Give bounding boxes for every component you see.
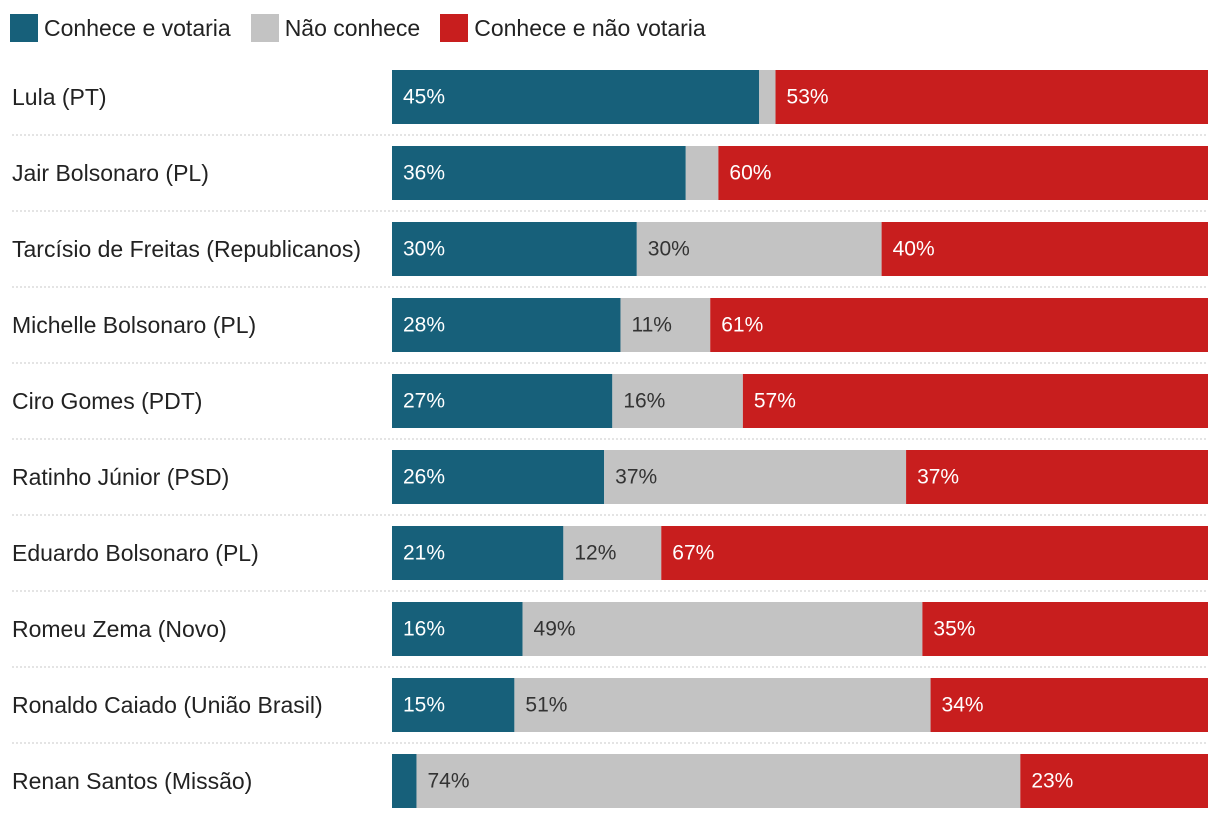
data-label-reject: 40% <box>893 238 935 261</box>
data-label-reject: 61% <box>721 314 763 337</box>
legend-swatch-vote <box>10 14 38 42</box>
bar-segment-reject <box>922 602 1208 656</box>
data-label-vote: 27% <box>403 390 445 413</box>
bar-segment-unknown <box>563 526 662 580</box>
bar-segment-unknown <box>416 754 1021 808</box>
row-label: Ronaldo Caiado (União Brasil) <box>12 692 323 718</box>
data-label-reject: 57% <box>754 390 796 413</box>
bar-segment-reject <box>718 146 1208 200</box>
bar-segment-reject <box>775 70 1208 124</box>
bar-segment-reject <box>661 526 1208 580</box>
data-label-reject: 67% <box>672 542 714 565</box>
data-label-unknown: 16% <box>623 390 665 413</box>
bar-segment-vote <box>392 450 605 504</box>
data-label-unknown: 37% <box>615 466 657 489</box>
bar-segment-unknown <box>685 146 719 200</box>
bar-segment-vote <box>392 70 760 124</box>
bar-segment-unknown <box>612 374 743 428</box>
data-label-vote: 45% <box>403 86 445 109</box>
data-label-vote: 36% <box>403 162 445 185</box>
data-label-vote: 30% <box>403 238 445 261</box>
row-label: Renan Santos (Missão) <box>12 768 252 794</box>
bar-segment-unknown <box>759 70 776 124</box>
legend-label-unknown: Não conhece <box>284 14 421 41</box>
data-label-reject: 23% <box>1031 770 1073 793</box>
data-label-unknown: 49% <box>534 618 576 641</box>
data-label-vote: 21% <box>403 542 445 565</box>
data-label-reject: 37% <box>917 466 959 489</box>
row-label: Jair Bolsonaro (PL) <box>12 160 209 186</box>
chart-legend: Conhece e votaria Não conhece Conhece e … <box>10 12 726 44</box>
bar-segment-reject <box>930 678 1208 732</box>
data-label-reject: 60% <box>729 162 771 185</box>
data-label-vote: 16% <box>403 618 445 641</box>
row-label: Ratinho Júnior (PSD) <box>12 464 229 490</box>
legend-swatch-unknown <box>250 14 279 42</box>
bar-segment-reject <box>881 222 1208 276</box>
row-label: Tarcísio de Freitas (Republicanos) <box>12 236 361 262</box>
row-label: Eduardo Bolsonaro (PL) <box>12 540 259 566</box>
data-label-unknown: 51% <box>525 694 567 717</box>
bar-segment-vote <box>392 222 637 276</box>
data-label-unknown: 12% <box>574 542 616 565</box>
bar-segment-reject <box>742 374 1208 428</box>
bar-segment-reject <box>906 450 1208 504</box>
bar-segment-vote <box>392 298 621 352</box>
bar-segment-vote <box>392 374 613 428</box>
row-label: Ciro Gomes (PDT) <box>12 388 202 414</box>
data-label-reject: 35% <box>933 618 975 641</box>
row-label: Lula (PT) <box>12 84 107 110</box>
data-label-unknown: 74% <box>427 770 469 793</box>
bar-segment-unknown <box>604 450 907 504</box>
bar-segment-unknown <box>522 602 923 656</box>
bar-segment-vote <box>392 146 686 200</box>
legend-item-unknown: Não conhece <box>250 14 421 42</box>
legend-label-vote: Conhece e votaria <box>44 14 231 41</box>
data-label-unknown: 11% <box>631 314 671 337</box>
bar-segment-reject <box>1020 754 1208 808</box>
data-label-vote: 28% <box>403 314 445 337</box>
data-label-vote: 26% <box>403 466 445 489</box>
bar-segment-vote <box>392 678 515 732</box>
data-label-unknown: 30% <box>648 238 690 261</box>
bar-segment-vote <box>392 602 523 656</box>
legend-label-reject: Conhece e não votaria <box>474 14 706 41</box>
legend-item-vote: Conhece e votaria <box>10 14 231 42</box>
bar-segment-vote <box>392 754 417 808</box>
data-label-reject: 53% <box>787 86 829 109</box>
row-label: Michelle Bolsonaro (PL) <box>12 312 256 338</box>
data-label-reject: 34% <box>942 694 984 717</box>
legend-item-reject: Conhece e não votaria <box>440 14 706 42</box>
row-label: Romeu Zema (Novo) <box>12 616 227 642</box>
legend-swatch-reject <box>440 14 469 42</box>
bar-segment-unknown <box>514 678 931 732</box>
data-label-vote: 15% <box>403 694 445 717</box>
bar-segment-unknown <box>620 298 711 352</box>
bar-segment-unknown <box>636 222 882 276</box>
bar-segment-reject <box>710 298 1208 352</box>
bar-segment-vote <box>392 526 564 580</box>
